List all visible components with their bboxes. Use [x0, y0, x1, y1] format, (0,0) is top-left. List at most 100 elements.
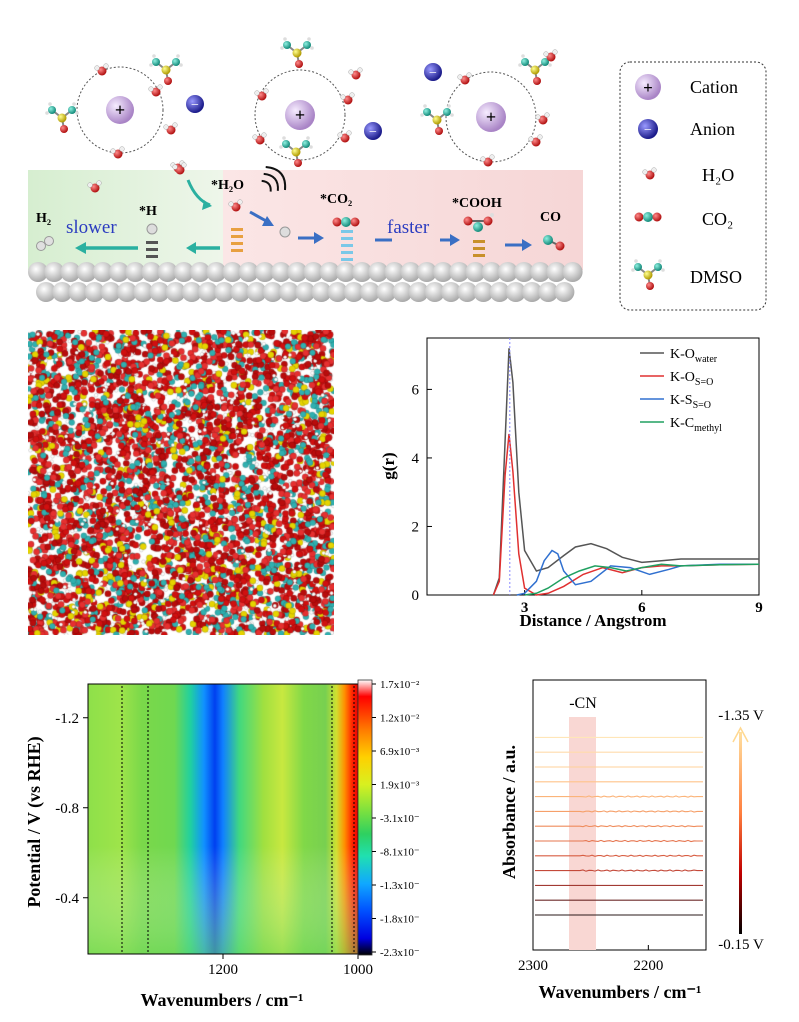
rdf-xtick-label: 9 — [755, 600, 763, 616]
pt-atom — [222, 262, 243, 282]
solvation-shell-1: + − — [44, 53, 204, 173]
rdf-series-line-2 — [516, 549, 759, 596]
solvation-shell-3: + − — [419, 49, 558, 167]
pt-atom — [400, 262, 421, 282]
pt-atom — [246, 282, 267, 302]
pt-atom — [230, 282, 251, 302]
heatmap-ytick-label: -0.8 — [55, 801, 79, 817]
rdf-ytick-label: 0 — [412, 588, 420, 604]
pt-atom — [44, 262, 65, 282]
ir-spectrum-line-3 — [535, 869, 703, 872]
colorbar-tick-label: 1.2x10⁻² — [380, 713, 420, 725]
heatmap-chart: 1200 1000 -1.2 -0.8 -0.4 1.7x10⁻² 1.2x10⁻² 6.9… — [0, 672, 424, 1017]
pt-atom — [109, 262, 129, 282]
rdf-xtick-label: 3 — [521, 600, 529, 616]
pt-atom — [238, 262, 259, 282]
rdf-ytick-label: 4 — [412, 451, 420, 467]
md-simulation-snapshot — [28, 330, 334, 635]
pt-atom — [505, 282, 526, 302]
pt-atom — [125, 262, 146, 282]
pt-atom — [287, 262, 308, 282]
pt-atom — [295, 282, 316, 302]
co2-molecule-icon — [633, 211, 663, 223]
ir-xtick-label: 2300 — [518, 958, 548, 974]
pt-atom — [149, 282, 170, 302]
ir-spectra-chart: -CN 2300 2200 Wavenumbers / cm⁻¹ Absorban… — [495, 672, 795, 1017]
cn-highlight-band — [569, 717, 596, 950]
ir-spectrum-line-5 — [535, 839, 703, 843]
rdf-ylabel: g(r) — [379, 452, 398, 479]
rdf-plot-frame — [426, 337, 760, 596]
pt-atom — [206, 262, 227, 282]
pt-atom — [173, 262, 194, 282]
ir-spectrum-line-6 — [535, 825, 703, 828]
pt-atom — [100, 282, 121, 302]
potential-bottom-label: -0.15 V — [718, 937, 764, 953]
label-co: CO — [540, 210, 561, 225]
rdf-legend-label-1: K-OS=O — [670, 370, 713, 388]
colorbar-tick-label: 1.7x10⁻² — [380, 679, 420, 691]
dotted-box-left — [121, 683, 149, 955]
colorbar-tick-label: -8.1x10⁻³ — [380, 847, 420, 859]
label-h-star: *H — [139, 204, 157, 219]
rdf-ytick-label: 6 — [412, 382, 420, 398]
vibration-icon — [261, 166, 287, 192]
pt-atom — [489, 282, 510, 302]
legend-label-1: Anion — [690, 119, 735, 139]
label-co2-star: *CO₂ — [320, 192, 352, 207]
pt-atom — [449, 262, 470, 282]
pt-atom — [352, 262, 372, 282]
rdf-legend-label-2: K-SS=O — [670, 393, 711, 411]
pt-atom — [497, 262, 518, 282]
pt-atom — [36, 282, 56, 302]
pt-atom — [546, 262, 567, 282]
pt-atom — [76, 262, 97, 282]
rdf-series-line-0 — [492, 348, 759, 596]
colorbar-tick-label: -1.3x10⁻² — [380, 880, 420, 892]
pt-atom — [117, 282, 137, 302]
electrode-surface — [28, 262, 583, 302]
pt-atom — [408, 282, 429, 302]
pt-atom — [335, 262, 356, 282]
pt-atom — [376, 282, 397, 302]
pt-atom — [271, 262, 291, 282]
rdf-legend-label-3: K-Cmethyl — [670, 416, 722, 434]
pt-atom — [554, 282, 575, 302]
colorbar-tick-label: 1.9x10⁻³ — [380, 780, 420, 792]
pt-atom — [157, 262, 178, 282]
pt-atom — [254, 262, 275, 282]
pt-atom — [392, 282, 413, 302]
solvation-shell-2: + − — [252, 36, 382, 168]
legend-label-0: Cation — [690, 77, 738, 97]
pt-atom — [473, 282, 494, 302]
ir-spectrum-line-7 — [535, 810, 703, 813]
pt-atom — [538, 282, 559, 302]
dotted-box-right — [331, 683, 355, 955]
colorbar — [357, 679, 373, 956]
legend-label-4: DMSO — [690, 267, 742, 287]
label-h2: H₂ — [36, 211, 51, 226]
label-h2o-star: *H₂O — [211, 178, 244, 193]
label-slower: slower — [66, 217, 117, 238]
pt-atom — [52, 282, 73, 302]
pt-atom — [441, 282, 461, 302]
rdf-legend-label-0: K-Owater — [670, 347, 718, 365]
rdf-xlabel: Distance / Angstrom — [519, 611, 666, 630]
pt-atom — [92, 262, 113, 282]
potential-arrow — [739, 732, 742, 934]
pt-atom — [514, 262, 534, 282]
heatmap-xtick-label: 1000 — [343, 962, 373, 978]
potential-top-label: -1.35 V — [718, 708, 764, 724]
pt-atom — [311, 282, 332, 302]
pt-atom — [181, 282, 202, 302]
rdf-series-line-1 — [492, 433, 760, 596]
pt-atom — [84, 282, 105, 302]
pt-atom — [141, 262, 162, 282]
svg-text:−: − — [429, 66, 437, 81]
pt-atom — [384, 262, 405, 282]
heatmap-ylabel: Potential / V (vs RHE) — [24, 736, 45, 907]
pt-atom — [327, 282, 348, 302]
pt-atom — [457, 282, 478, 302]
pt-atom — [481, 262, 502, 282]
pt-atom — [133, 282, 154, 302]
